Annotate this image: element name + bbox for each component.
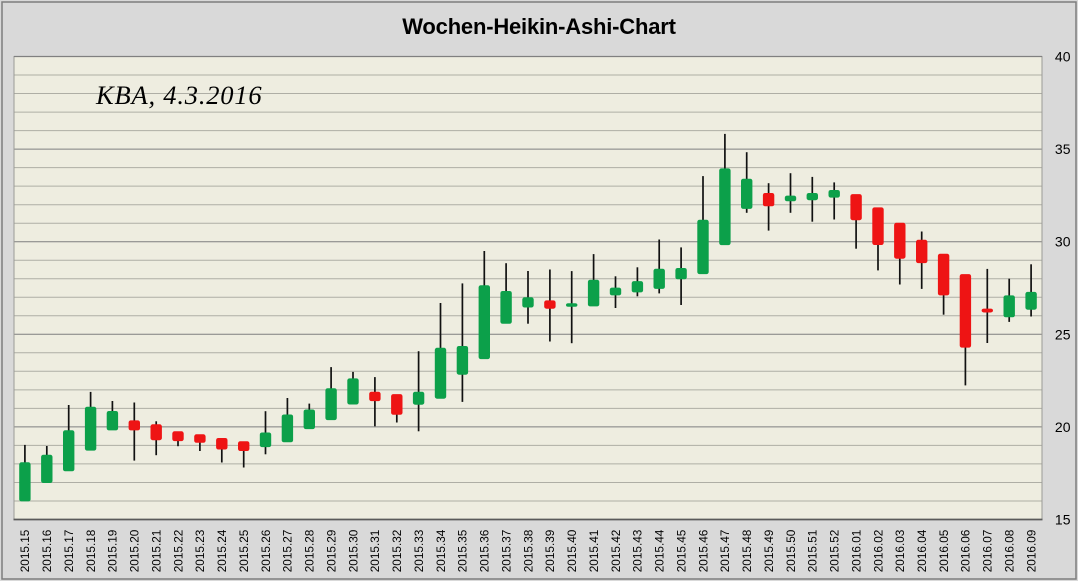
svg-text:2015.46: 2015.46 (696, 529, 710, 572)
svg-text:2015.33: 2015.33 (412, 529, 426, 572)
svg-text:2016.05: 2016.05 (937, 529, 951, 572)
svg-text:30: 30 (1055, 234, 1071, 250)
svg-text:2015.41: 2015.41 (587, 530, 601, 573)
svg-text:20: 20 (1055, 419, 1071, 435)
svg-text:2016.08: 2016.08 (1003, 529, 1017, 572)
svg-text:15: 15 (1055, 512, 1071, 528)
svg-text:2016.06: 2016.06 (959, 529, 973, 572)
svg-text:2015.36: 2015.36 (478, 529, 492, 572)
svg-text:35: 35 (1055, 141, 1071, 157)
svg-text:2015.20: 2015.20 (128, 529, 142, 572)
svg-text:2015.21: 2015.21 (150, 530, 164, 573)
svg-text:2015.26: 2015.26 (259, 529, 273, 572)
svg-text:2015.28: 2015.28 (303, 529, 317, 572)
svg-text:2015.22: 2015.22 (171, 530, 185, 573)
svg-text:2015.24: 2015.24 (215, 529, 229, 572)
svg-text:2015.18: 2015.18 (84, 529, 98, 572)
svg-text:2015.16: 2015.16 (40, 529, 54, 572)
svg-text:2015.29: 2015.29 (324, 530, 338, 573)
svg-text:2015.15: 2015.15 (18, 529, 32, 572)
svg-text:2015.45: 2015.45 (674, 529, 688, 572)
svg-text:2015.38: 2015.38 (521, 529, 535, 572)
svg-text:KBA, 4.3.2016: KBA, 4.3.2016 (95, 80, 262, 110)
svg-text:2015.52: 2015.52 (828, 530, 842, 573)
svg-text:Wochen-Heikin-Ashi-Chart: Wochen-Heikin-Ashi-Chart (402, 14, 676, 39)
svg-text:2015.31: 2015.31 (368, 530, 382, 573)
svg-text:2015.39: 2015.39 (543, 530, 557, 573)
svg-text:2015.40: 2015.40 (565, 529, 579, 572)
svg-text:2015.48: 2015.48 (740, 529, 754, 572)
svg-text:2015.17: 2015.17 (62, 530, 76, 573)
svg-text:2015.43: 2015.43 (631, 529, 645, 572)
svg-text:2016.04: 2016.04 (915, 529, 929, 572)
svg-text:2015.32: 2015.32 (390, 530, 404, 573)
svg-text:2015.49: 2015.49 (762, 530, 776, 573)
svg-text:2015.19: 2015.19 (106, 530, 120, 573)
svg-text:25: 25 (1055, 326, 1071, 342)
svg-text:2015.51: 2015.51 (806, 530, 820, 573)
svg-text:2015.23: 2015.23 (193, 529, 207, 572)
svg-text:2015.27: 2015.27 (281, 530, 295, 573)
svg-text:2015.42: 2015.42 (609, 530, 623, 573)
svg-text:2015.47: 2015.47 (718, 530, 732, 573)
svg-text:2016.07: 2016.07 (981, 530, 995, 573)
svg-text:2015.44: 2015.44 (653, 529, 667, 572)
svg-text:2016.03: 2016.03 (893, 529, 907, 572)
svg-text:2015.34: 2015.34 (434, 529, 448, 572)
svg-text:2015.35: 2015.35 (456, 529, 470, 572)
svg-text:2015.37: 2015.37 (499, 530, 513, 573)
svg-text:2016.09: 2016.09 (1024, 530, 1038, 573)
svg-text:2016.02: 2016.02 (871, 530, 885, 573)
svg-text:2015.25: 2015.25 (237, 529, 251, 572)
svg-text:2015.50: 2015.50 (784, 529, 798, 572)
svg-text:40: 40 (1055, 49, 1071, 65)
svg-text:2016.01: 2016.01 (849, 530, 863, 573)
svg-text:2015.30: 2015.30 (346, 529, 360, 572)
